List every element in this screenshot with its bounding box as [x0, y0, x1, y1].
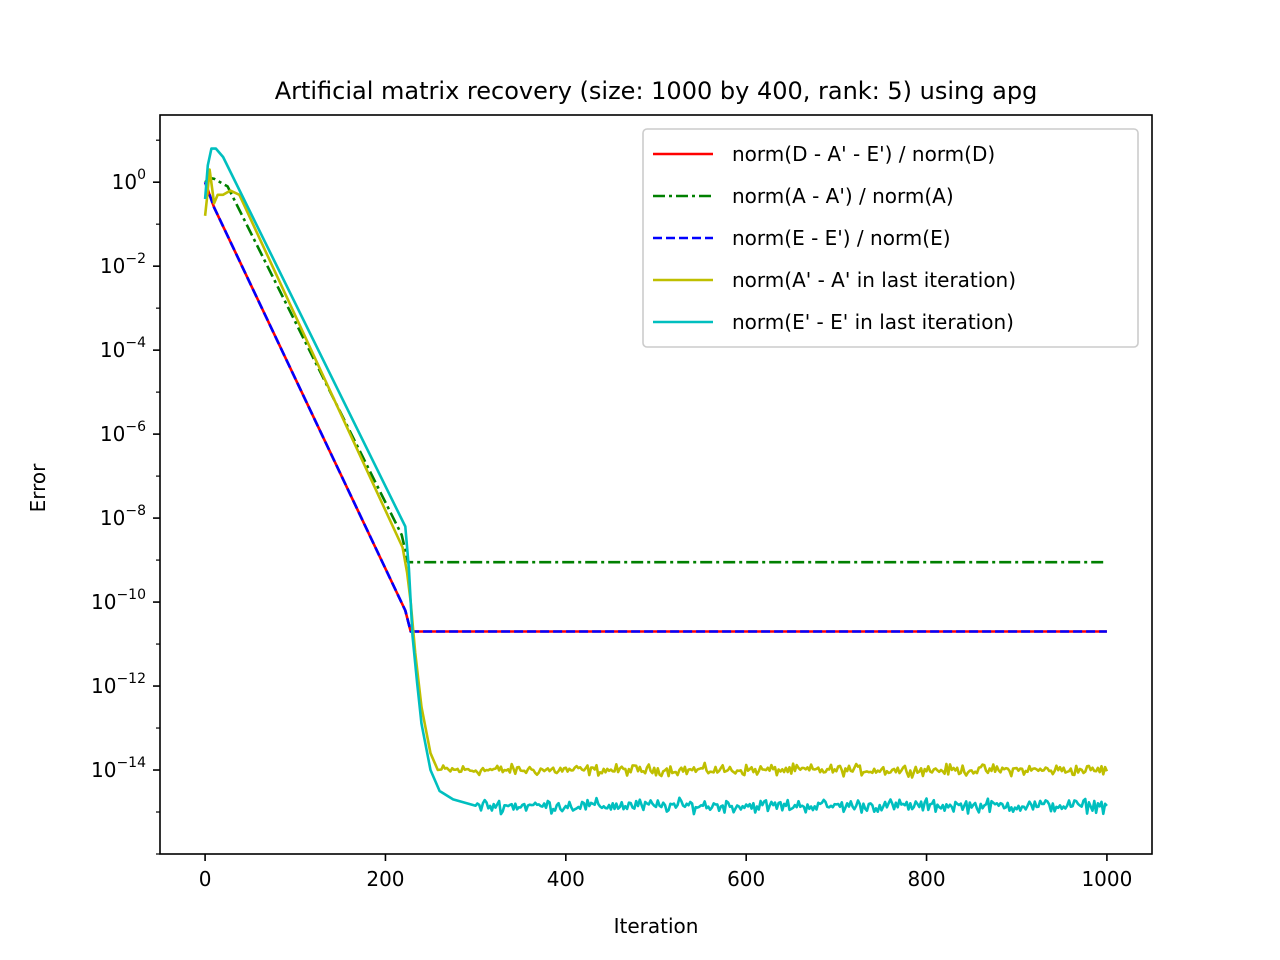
x-tick-label: 800: [907, 867, 945, 891]
series-line-4: [203, 168, 1109, 779]
x-tick-label: 400: [547, 867, 585, 891]
y-tick-label: 10−8: [100, 503, 146, 530]
x-tick-label: 600: [727, 867, 765, 891]
legend-label-4: norm(A' - A' in last iteration): [732, 268, 1016, 292]
y-axis-label: Error: [26, 463, 50, 513]
y-tick-label: 10−6: [100, 419, 146, 446]
axes-frame: [159, 114, 1153, 855]
legend-label-3: norm(E - E') / norm(E): [732, 226, 951, 250]
legend-label-1: norm(D - A' - E') / norm(D): [732, 142, 995, 166]
series-line-3: [203, 181, 1107, 633]
legend-label-5: norm(E' - E' in last iteration): [732, 310, 1014, 334]
legend-box: [642, 128, 1139, 348]
x-tick-label: 1000: [1081, 867, 1132, 891]
y-tick-label: 10−10: [91, 587, 146, 614]
x-tick-label: 200: [366, 867, 404, 891]
y-tick-label: 10−4: [100, 335, 146, 362]
axes-ticks: 0 200 400 600 800 1000 10−14 10−12 10−10 10−8 10−6…: [91, 139, 1132, 891]
x-axis-label: Iteration: [614, 914, 699, 938]
y-tick-label: 100: [112, 167, 146, 194]
plot-area: [159, 114, 1153, 855]
x-tick-label: 0: [199, 867, 212, 891]
y-tick-label: 10−14: [91, 755, 146, 782]
y-tick-label: 10−12: [91, 671, 146, 698]
legend-label-2: norm(A - A') / norm(A): [732, 184, 954, 208]
legend: norm(D - A' - E') / norm(D) norm(A - A') …: [642, 128, 1139, 348]
chart-title: Artificial matrix recovery (size: 1000 b…: [275, 77, 1038, 105]
y-tick-label: 10−2: [100, 251, 146, 278]
series-line-5: [203, 147, 1108, 816]
